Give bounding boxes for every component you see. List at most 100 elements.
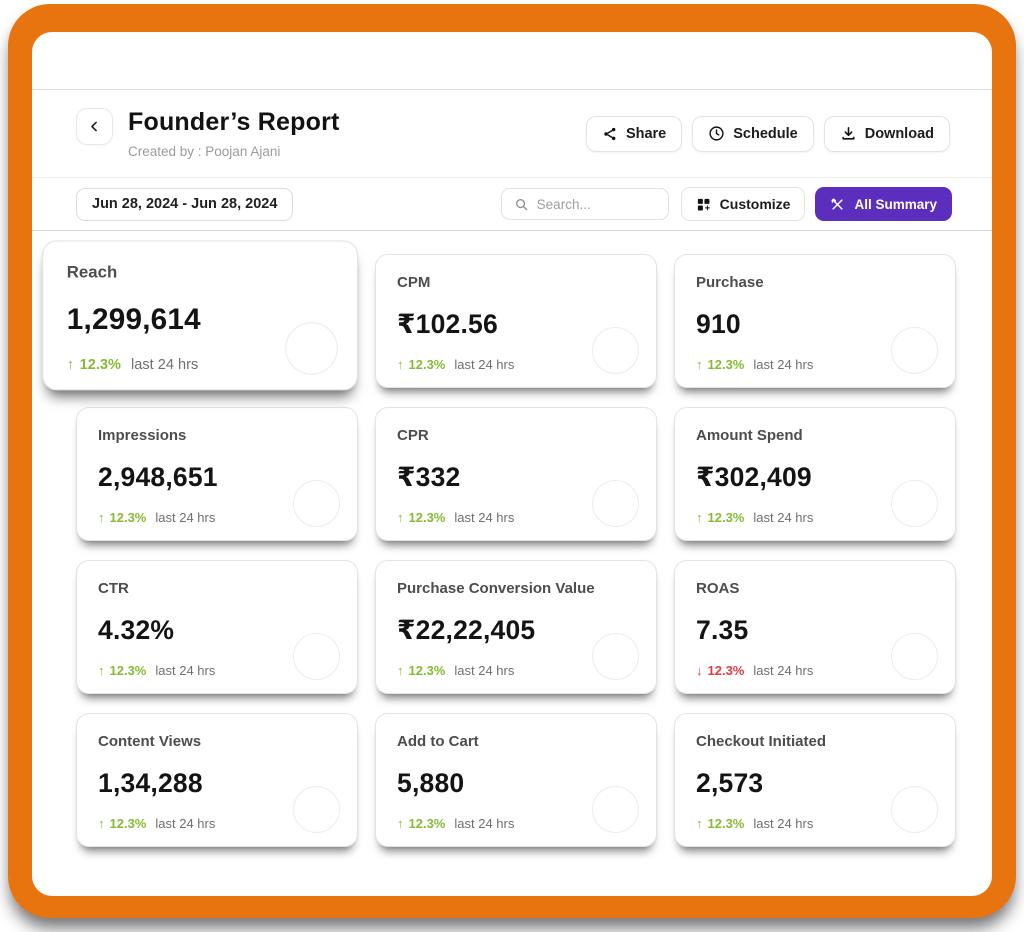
delta-period: last 24 hrs bbox=[753, 816, 814, 831]
schedule-button[interactable]: Schedule bbox=[692, 115, 814, 152]
metric-grid: Reach 1,299,614 ↑ 12.3% last 24 hrs CPM … bbox=[42, 240, 956, 847]
metric-label: CPR bbox=[397, 427, 429, 444]
metric-label: Reach bbox=[66, 262, 118, 282]
metric-value: ₹22,22,405 bbox=[397, 614, 536, 645]
header-actions: Share Schedule Download bbox=[585, 115, 950, 152]
metric-delta: ↑ 12.3% last 24 hrs bbox=[98, 510, 336, 525]
delta-period: last 24 hrs bbox=[753, 510, 814, 525]
metric-value: 7.35 bbox=[696, 614, 749, 645]
clock-icon bbox=[708, 125, 725, 142]
all-summary-button[interactable]: All Summary bbox=[815, 187, 952, 221]
delta-percent: 12.3% bbox=[408, 510, 446, 525]
search-icon bbox=[514, 197, 529, 212]
metric-delta: ↑ 12.3% last 24 hrs bbox=[98, 663, 336, 678]
delta-percent: 12.3% bbox=[707, 357, 745, 372]
delta-period: last 24 hrs bbox=[131, 355, 199, 373]
delta-percent: 12.3% bbox=[408, 663, 446, 678]
metric-value: ₹332 bbox=[397, 461, 461, 492]
metric-card[interactable]: Checkout Initiated 2,573 ↑ 12.3% last 24… bbox=[674, 713, 956, 847]
all-summary-label: All Summary bbox=[854, 196, 937, 212]
metric-delta: ↑ 12.3% last 24 hrs bbox=[98, 816, 336, 831]
trend-arrow-icon: ↑ bbox=[397, 663, 404, 678]
metric-card[interactable]: ROAS 7.35 ↓ 12.3% last 24 hrs bbox=[674, 560, 956, 694]
metric-delta: ↑ 12.3% last 24 hrs bbox=[397, 357, 635, 372]
delta-percent: 12.3% bbox=[109, 663, 147, 678]
metric-card[interactable]: CTR 4.32% ↑ 12.3% last 24 hrs bbox=[76, 560, 358, 694]
chevron-left-icon bbox=[87, 119, 102, 134]
trend-arrow-icon: ↑ bbox=[98, 510, 105, 525]
report-header: Founder’s Report Created by : Poojan Aja… bbox=[32, 90, 992, 178]
search-box[interactable] bbox=[500, 188, 669, 220]
metric-delta: ↑ 12.3% last 24 hrs bbox=[397, 663, 635, 678]
download-icon bbox=[840, 125, 857, 142]
created-by-text: Created by : Poojan Ajani bbox=[128, 144, 281, 159]
download-button[interactable]: Download bbox=[823, 115, 950, 152]
tools-icon bbox=[830, 197, 845, 212]
report-window: Founder’s Report Created by : Poojan Aja… bbox=[32, 32, 992, 896]
trend-arrow-icon: ↑ bbox=[397, 510, 404, 525]
metric-card[interactable]: Content Views 1,34,288 ↑ 12.3% last 24 h… bbox=[76, 713, 358, 847]
metric-label: Purchase Conversion Value bbox=[397, 580, 595, 597]
metric-delta: ↑ 12.3% last 24 hrs bbox=[696, 816, 934, 831]
metric-card[interactable]: Purchase 910 ↑ 12.3% last 24 hrs bbox=[674, 254, 956, 388]
metric-value: ₹102.56 bbox=[397, 308, 498, 339]
metric-value: 2,573 bbox=[696, 767, 764, 798]
delta-period: last 24 hrs bbox=[753, 663, 814, 678]
metric-delta: ↑ 12.3% last 24 hrs bbox=[397, 510, 635, 525]
metric-card[interactable]: CPM ₹102.56 ↑ 12.3% last 24 hrs bbox=[375, 254, 657, 388]
customize-button[interactable]: Customize bbox=[680, 187, 806, 221]
download-label: Download bbox=[864, 125, 934, 142]
delta-period: last 24 hrs bbox=[753, 357, 814, 372]
metric-value: 1,34,288 bbox=[98, 767, 203, 798]
share-button[interactable]: Share bbox=[585, 115, 683, 152]
date-range-picker[interactable]: Jun 28, 2024 - Jun 28, 2024 bbox=[76, 187, 294, 221]
metric-card[interactable]: Reach 1,299,614 ↑ 12.3% last 24 hrs bbox=[42, 240, 358, 391]
delta-percent: 12.3% bbox=[707, 663, 745, 678]
customize-label: Customize bbox=[719, 196, 791, 212]
ghost-circle bbox=[592, 327, 639, 374]
delta-percent: 12.3% bbox=[707, 816, 745, 831]
metric-label: Amount Spend bbox=[696, 427, 803, 444]
metric-label: CPM bbox=[397, 274, 431, 291]
trend-arrow-icon: ↑ bbox=[696, 357, 703, 372]
trend-arrow-icon: ↑ bbox=[696, 816, 703, 831]
ghost-circle bbox=[891, 786, 938, 833]
trend-arrow-icon: ↑ bbox=[397, 357, 404, 372]
delta-period: last 24 hrs bbox=[155, 663, 216, 678]
metric-card[interactable]: Add to Cart 5,880 ↑ 12.3% last 24 hrs bbox=[375, 713, 657, 847]
ghost-circle bbox=[293, 480, 340, 527]
delta-percent: 12.3% bbox=[408, 816, 446, 831]
metric-card[interactable]: Amount Spend ₹302,409 ↑ 12.3% last 24 hr… bbox=[674, 407, 956, 541]
ghost-circle bbox=[293, 633, 340, 680]
trend-arrow-icon: ↑ bbox=[98, 663, 105, 678]
delta-percent: 12.3% bbox=[109, 816, 147, 831]
search-input[interactable] bbox=[536, 196, 656, 212]
title-block: Founder’s Report Created by : Poojan Aja… bbox=[128, 108, 340, 159]
ghost-circle bbox=[891, 327, 938, 374]
delta-percent: 12.3% bbox=[408, 357, 446, 372]
customize-grid-icon bbox=[696, 197, 711, 212]
metric-delta: ↑ 12.3% last 24 hrs bbox=[67, 356, 334, 373]
delta-percent: 12.3% bbox=[707, 510, 745, 525]
metric-delta: ↓ 12.3% last 24 hrs bbox=[696, 663, 934, 678]
ghost-circle bbox=[891, 633, 938, 680]
metric-label: Checkout Initiated bbox=[696, 733, 827, 750]
window-top-strip bbox=[32, 32, 992, 90]
delta-period: last 24 hrs bbox=[454, 510, 515, 525]
delta-period: last 24 hrs bbox=[454, 357, 515, 372]
metric-value: 4.32% bbox=[98, 614, 175, 645]
filter-toolbar: Jun 28, 2024 - Jun 28, 2024 Customize bbox=[32, 178, 992, 231]
trend-arrow-icon: ↑ bbox=[397, 816, 404, 831]
metric-card[interactable]: CPR ₹332 ↑ 12.3% last 24 hrs bbox=[375, 407, 657, 541]
ghost-circle bbox=[285, 322, 338, 375]
ghost-circle bbox=[592, 480, 639, 527]
metric-label: Add to Cart bbox=[397, 733, 479, 750]
ghost-circle bbox=[592, 633, 639, 680]
ghost-circle bbox=[891, 480, 938, 527]
trend-arrow-icon: ↑ bbox=[66, 355, 75, 373]
back-button[interactable] bbox=[76, 108, 113, 145]
metric-value: ₹302,409 bbox=[696, 461, 812, 492]
metric-card[interactable]: Purchase Conversion Value ₹22,22,405 ↑ 1… bbox=[375, 560, 657, 694]
metric-card[interactable]: Impressions 2,948,651 ↑ 12.3% last 24 hr… bbox=[76, 407, 358, 541]
delta-period: last 24 hrs bbox=[454, 816, 515, 831]
